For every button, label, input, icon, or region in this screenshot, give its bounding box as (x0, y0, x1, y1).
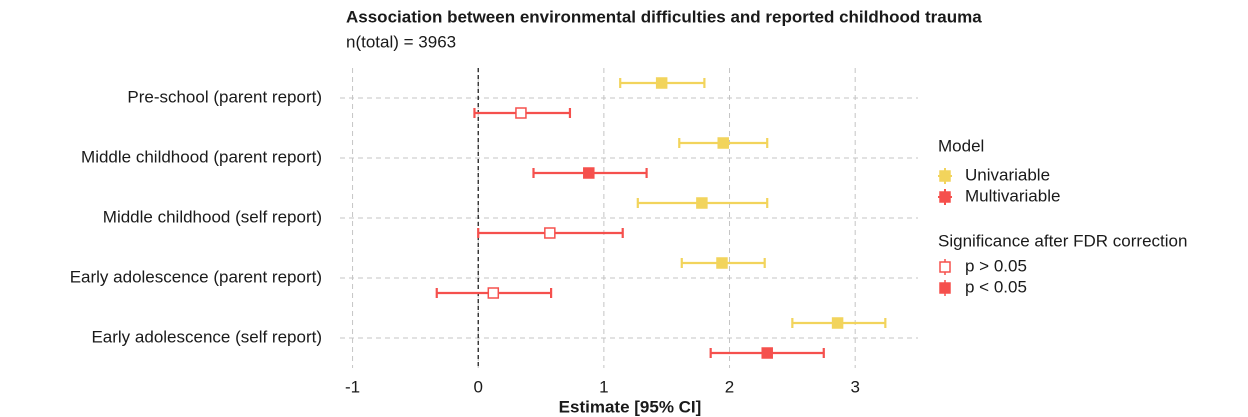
y-tick-label: Early adolescence (self report) (91, 327, 322, 346)
legend-icon (939, 191, 951, 203)
legend-label: p < 0.05 (965, 277, 1027, 296)
x-axis-label: Estimate [95% CI] (559, 397, 702, 416)
point (655, 77, 668, 89)
y-tick-label: Pre-school (parent report) (127, 87, 322, 106)
point (761, 347, 773, 359)
y-tick-label: Middle childhood (parent report) (81, 147, 322, 166)
legend-icon (939, 282, 951, 294)
x-tick-label: 3 (850, 377, 859, 396)
legend-label: Univariable (965, 165, 1050, 184)
point (717, 137, 729, 149)
x-tick-label: 1 (599, 377, 608, 396)
point (696, 197, 708, 209)
chart-subtitle: n(total) = 3963 (346, 32, 456, 51)
point (487, 287, 500, 299)
x-tick-label: -1 (345, 377, 360, 396)
legend-label: p > 0.05 (965, 256, 1027, 275)
y-tick-label: Middle childhood (self report) (103, 207, 322, 226)
x-tick-label: 2 (725, 377, 734, 396)
chart-title: Association between environmental diffic… (346, 7, 982, 26)
x-tick-label: 0 (473, 377, 482, 396)
point (716, 257, 728, 269)
point (544, 227, 556, 239)
y-tick-label: Early adolescence (parent report) (70, 267, 322, 286)
legend-icon (939, 170, 951, 182)
point (831, 317, 844, 329)
legend-label: Multivariable (965, 186, 1060, 205)
legend-title: Significance after FDR correction (938, 231, 1187, 250)
point (515, 107, 527, 119)
legend-title: Model (938, 136, 984, 155)
legend-icon (939, 261, 951, 273)
point (583, 167, 595, 179)
